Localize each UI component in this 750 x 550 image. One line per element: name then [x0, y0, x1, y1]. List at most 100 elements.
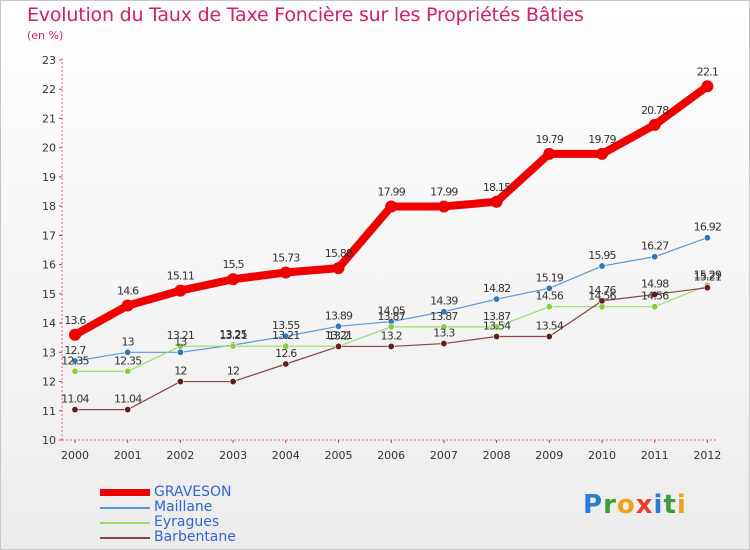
data-point [596, 147, 608, 160]
data-point [490, 195, 503, 208]
y-tick-label: 23 [42, 54, 56, 67]
legend-label: Maillane [154, 499, 213, 515]
x-tick-label: 2009 [535, 449, 563, 462]
data-label: 15.95 [588, 249, 616, 262]
data-point [440, 308, 448, 316]
y-tick-label: 14 [42, 317, 56, 330]
data-point [334, 322, 342, 330]
data-label: 14.82 [483, 282, 511, 295]
legend-label: Barbentane [154, 529, 236, 545]
data-point [703, 234, 711, 242]
y-tick-label: 22 [42, 83, 56, 96]
data-point [176, 378, 184, 386]
x-tick-label: 2001 [114, 449, 142, 462]
x-tick-label: 2006 [377, 449, 405, 462]
data-label: 13 [121, 335, 134, 348]
data-label: 13.87 [377, 310, 405, 323]
data-label: 14.56 [536, 290, 564, 303]
data-label: 20.78 [641, 104, 669, 117]
data-point [71, 357, 79, 365]
data-point [493, 295, 501, 303]
x-tick-label: 2004 [272, 449, 300, 462]
data-label: 22.1 [697, 65, 718, 78]
data-point [121, 299, 134, 312]
y-tick-label: 16 [42, 259, 56, 272]
data-point [279, 266, 292, 279]
legend-swatch [100, 537, 150, 539]
data-point [282, 342, 290, 350]
data-point [648, 118, 661, 131]
data-point [282, 360, 290, 368]
data-point [651, 290, 659, 298]
data-label: 13.2 [328, 329, 349, 342]
data-label: 14.98 [641, 277, 669, 290]
data-label: 11.04 [61, 393, 89, 406]
data-point [440, 340, 448, 348]
data-label: 13.25 [219, 328, 247, 341]
data-label: 13.3 [433, 327, 455, 340]
data-label: 15.88 [325, 247, 353, 260]
data-label: 14.56 [588, 290, 616, 303]
data-label: 13 [174, 335, 187, 348]
data-label: 19.79 [536, 133, 564, 146]
x-tick-label: 2002 [166, 449, 194, 462]
data-label: 15.73 [272, 252, 300, 265]
data-point [703, 284, 711, 292]
x-tick-label: 2003 [219, 449, 247, 462]
y-tick-label: 13 [42, 346, 56, 359]
data-label: 13.89 [325, 309, 353, 322]
data-point [387, 342, 395, 350]
data-point [701, 80, 714, 93]
y-tick-label: 18 [42, 200, 56, 213]
data-label: 17.99 [430, 185, 458, 198]
x-tick-label: 2012 [693, 449, 721, 462]
data-label: 15.19 [536, 271, 564, 284]
x-tick-label: 2010 [588, 449, 616, 462]
data-point [437, 200, 450, 213]
data-label: 13.87 [483, 310, 511, 323]
data-point [229, 378, 237, 386]
y-tick-label: 15 [42, 288, 56, 301]
legend-swatch [100, 507, 150, 509]
data-label: 16.27 [641, 240, 669, 253]
y-tick-label: 19 [42, 171, 56, 184]
data-label: 11.04 [114, 393, 142, 406]
data-point [598, 297, 606, 305]
data-point [545, 333, 553, 341]
data-label: 15.29 [694, 268, 722, 281]
data-point [332, 262, 345, 275]
data-label: 12.6 [275, 347, 297, 360]
data-point [227, 273, 240, 286]
data-label: 13.87 [430, 310, 458, 323]
data-point [124, 348, 132, 356]
data-label: 15.21 [694, 271, 722, 284]
data-point [651, 253, 659, 261]
data-label: 13.21 [167, 329, 195, 342]
data-label: 13.54 [536, 320, 564, 333]
data-label: 14.05 [377, 305, 405, 318]
y-tick-label: 12 [42, 376, 56, 389]
data-label: 12.35 [114, 354, 142, 367]
data-point [282, 332, 290, 340]
logo-letter: P [583, 490, 604, 520]
data-point [176, 342, 184, 350]
data-label: 13.54 [483, 320, 511, 333]
data-label: 12 [174, 365, 186, 378]
data-label: 12 [227, 365, 239, 378]
logo-letter: t [663, 490, 677, 520]
logo-letter: i [676, 490, 687, 520]
data-point [385, 200, 398, 213]
data-label: 16.92 [694, 221, 722, 234]
x-tick-label: 2000 [61, 449, 89, 462]
x-tick-label: 2011 [641, 449, 669, 462]
data-point [545, 303, 553, 311]
data-point [124, 367, 132, 375]
data-label: 13.21 [272, 329, 300, 342]
data-point [71, 406, 79, 414]
data-point [493, 323, 501, 331]
y-tick-label: 10 [42, 434, 56, 447]
data-label: 17.99 [377, 185, 405, 198]
data-point [124, 406, 132, 414]
data-label: 13.21 [325, 329, 353, 342]
legend-swatch [100, 489, 150, 496]
